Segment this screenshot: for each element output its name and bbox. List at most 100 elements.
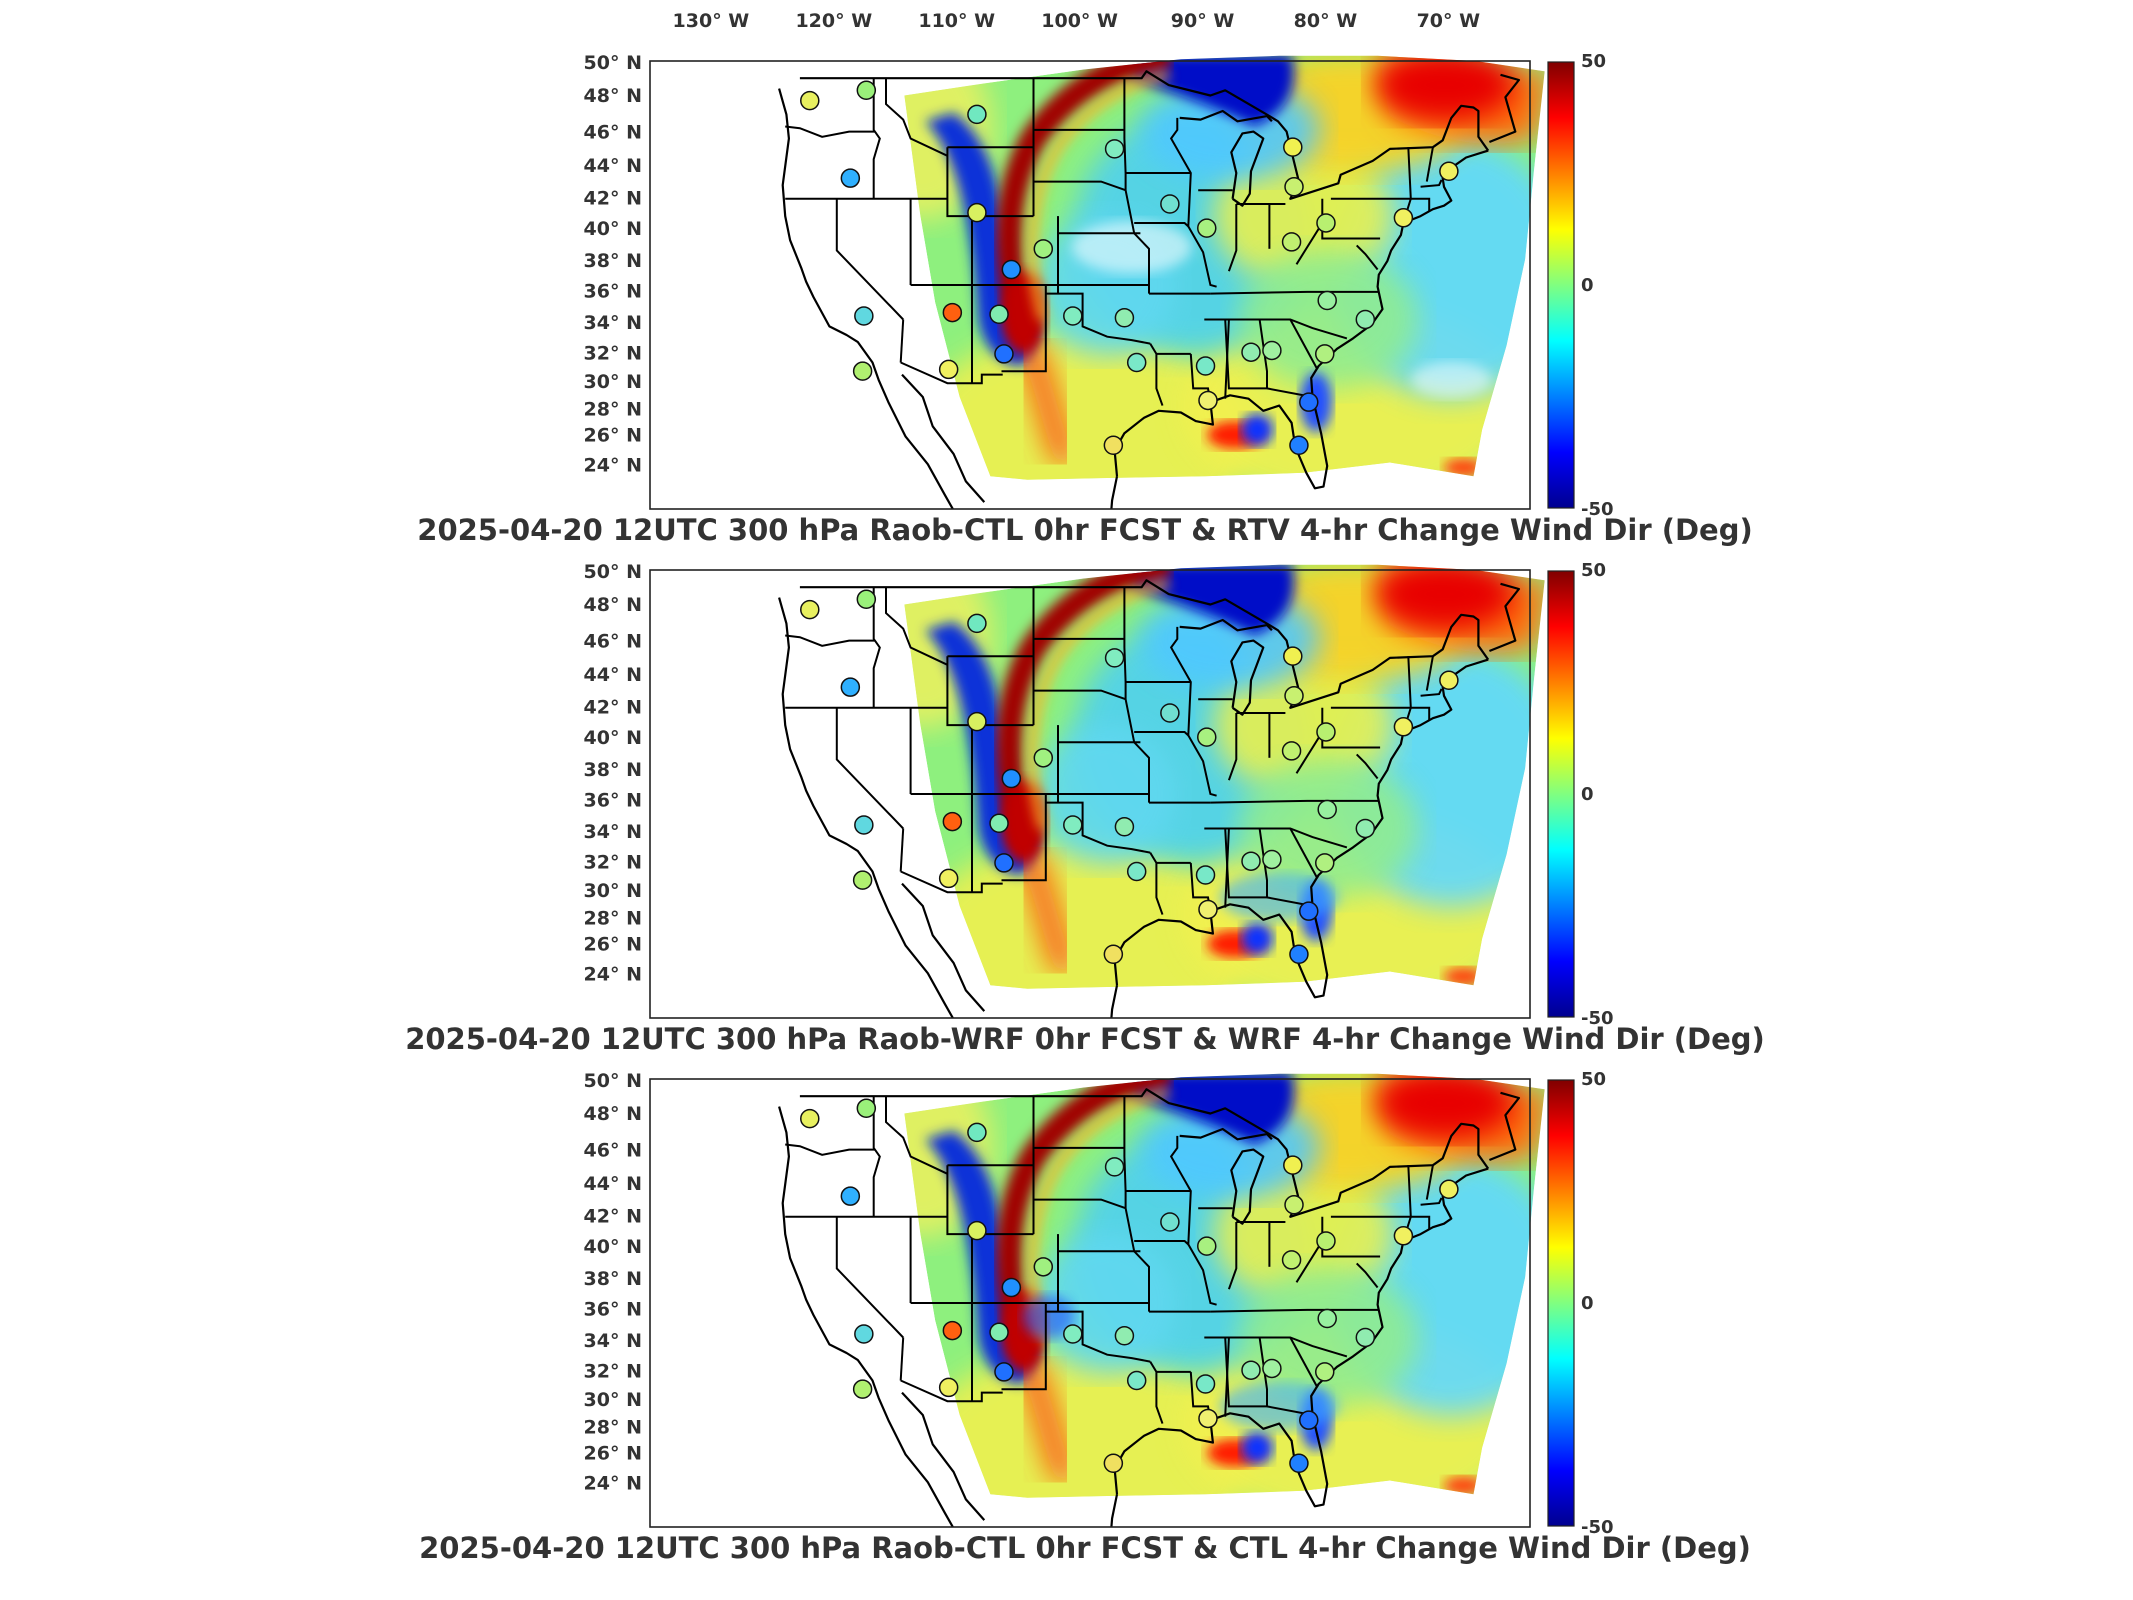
station-marker [989,1322,1009,1343]
state-border [1033,689,1126,701]
station-marker [1241,342,1261,362]
state-border [872,587,881,708]
station-marker [1299,1410,1319,1430]
latitude-label: 24° N [584,1472,642,1494]
latitude-label: 32° N [584,342,642,364]
latitude-label: 44° N [584,1173,642,1195]
coastline [901,373,986,503]
colorbar [1547,570,1575,1018]
latitude-label: 38° N [584,759,642,781]
station-marker [967,202,987,223]
latitude-label: 26° N [584,425,642,447]
station-marker [1289,1453,1309,1473]
colorbar [1547,1079,1575,1527]
longitude-label: 120° W [795,10,872,32]
state-border [785,125,875,138]
latitude-label: 40° N [584,1236,642,1258]
station-marker [1262,849,1282,870]
state-border [1001,794,1047,882]
station-marker [1063,1324,1083,1344]
coastline [1230,130,1265,207]
longitude-label: 70° W [1417,10,1481,32]
latitude-label: 28° N [584,398,642,420]
latitude-label: 46° N [584,121,642,143]
station-marker [1195,1374,1216,1394]
state-border [899,828,905,872]
state-border [1420,179,1443,188]
colorbar-label: 50 [1581,560,1606,581]
colorbar [1547,61,1575,509]
state-border [1227,204,1238,272]
coastline [1230,1148,1265,1225]
state-border [1045,292,1151,345]
station-marker [1033,239,1054,259]
latitude-label: 34° N [584,1330,642,1352]
station-marker [1198,899,1218,920]
station-marker [1195,356,1216,376]
state-border [835,198,904,321]
colorbar-label: 0 [1581,1293,1594,1314]
map-panel-ctl: 50° N 48° N 46° N 44° N 42° N 40° N 38° N 36° N… [419,1069,1751,1565]
station-marker [854,1324,874,1344]
state-border [899,1337,905,1381]
station-marker [1114,307,1135,328]
state-border [1045,1310,1151,1363]
coastline [1110,985,1119,1018]
state-border [946,656,1034,727]
station-marker [1104,1157,1125,1177]
coastline [799,579,1490,709]
station-marker [1393,1226,1414,1246]
colorbar-label: 50 [1581,51,1606,72]
state-border [1224,1337,1235,1408]
coastline [1179,109,1273,123]
station-marker [1160,1212,1180,1232]
state-border [1410,197,1431,211]
station-marker [1126,1370,1147,1391]
latitude-label: 38° N [584,250,642,272]
latitude-label: 38° N [584,1268,642,1290]
wind-direction-field [904,1073,1545,1498]
longitude-label: 90° W [1171,10,1235,32]
station-marker [1283,137,1303,157]
state-border [1295,731,1324,774]
station-marker [1033,1257,1054,1277]
panel-title: 2025-04-20 12UTC 300 hPa Raob-WRF 0hr FC… [405,1022,1765,1056]
latitude-label: 26° N [584,1443,642,1465]
coastline [1113,1167,1489,1508]
state-border [1425,656,1434,691]
station-marker [854,815,874,835]
station-marker [1114,816,1135,837]
station-marker [938,868,959,889]
station-marker [1439,670,1459,691]
station-marker [994,1362,1014,1382]
state-border [1235,319,1268,390]
state-border [872,78,881,199]
longitude-axis: 130° W 120° W 110° W 100° W 90° W 80° W 70° W [673,10,1481,32]
station-marker [1197,727,1217,747]
state-border [1295,222,1324,265]
colorbar-label: -50 [1581,1517,1614,1538]
coastlines-and-borders [778,579,1520,1018]
colorbar-label: -50 [1581,1008,1614,1029]
station-marker [938,359,959,380]
latitude-label: 24° N [584,454,642,476]
state-border [1210,1308,1379,1313]
station-marker [1197,1236,1217,1256]
state-border [1149,852,1164,915]
station-marker [989,304,1009,325]
station-marker [1195,865,1216,885]
station-marker [1160,194,1180,214]
station-marker [942,1320,963,1341]
coastline [799,70,1490,200]
station-marker [1103,435,1124,455]
longitude-label: 80° W [1294,10,1358,32]
station-marker [1283,646,1303,666]
station-marker [938,1377,959,1398]
latitude-label: 34° N [584,312,642,334]
colorbar-label: 0 [1581,275,1594,296]
station-marker [1317,1308,1337,1329]
state-border [1187,1243,1217,1306]
coastline [1110,476,1119,509]
state-border [1275,827,1348,849]
panels: 50° N 48° N 46° N 44° N 42° N 40° N 38° N 36° N… [405,51,1765,1565]
